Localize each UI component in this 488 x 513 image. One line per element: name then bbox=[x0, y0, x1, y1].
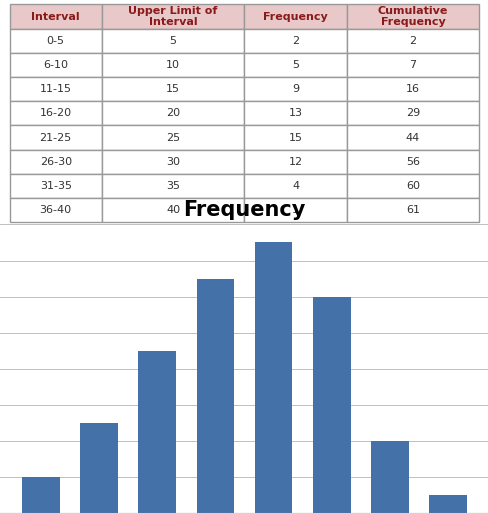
Bar bbox=[138, 351, 176, 513]
Title: Frequency: Frequency bbox=[183, 200, 305, 220]
Bar bbox=[196, 279, 234, 513]
Bar bbox=[80, 423, 118, 513]
Bar bbox=[370, 441, 408, 513]
Bar bbox=[428, 495, 466, 513]
Bar bbox=[312, 297, 350, 513]
Bar bbox=[254, 243, 292, 513]
Bar bbox=[22, 477, 60, 513]
